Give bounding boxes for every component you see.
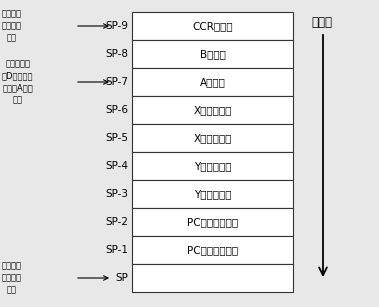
- Text: 寄存器保
存前堆栈
指针: 寄存器保 存前堆栈 指针: [2, 262, 22, 294]
- Text: CCR寄存器: CCR寄存器: [192, 21, 233, 31]
- Text: PC返回地址高位: PC返回地址高位: [187, 217, 238, 227]
- Text: SP-1: SP-1: [105, 245, 128, 255]
- Text: SP-2: SP-2: [105, 217, 128, 227]
- Bar: [132, 152, 293, 180]
- Text: X寄存器高位: X寄存器高位: [193, 105, 232, 115]
- Text: SP: SP: [115, 273, 128, 283]
- Text: SP-6: SP-6: [105, 105, 128, 115]
- Text: B寄存器: B寄存器: [200, 49, 226, 59]
- Bar: [132, 264, 293, 292]
- Bar: [132, 68, 293, 96]
- Bar: [132, 124, 293, 152]
- Text: Y寄存器低位: Y寄存器低位: [194, 189, 231, 199]
- Bar: [132, 236, 293, 264]
- Text: 注意：堆栈
中D寄存器的
存放是A在高
地址: 注意：堆栈 中D寄存器的 存放是A在高 地址: [2, 60, 33, 104]
- Bar: [132, 40, 293, 68]
- Text: X寄存器低位: X寄存器低位: [193, 133, 232, 143]
- Bar: [132, 12, 293, 40]
- Text: SP-4: SP-4: [105, 161, 128, 171]
- Text: SP-9: SP-9: [105, 21, 128, 31]
- Bar: [132, 208, 293, 236]
- Text: 寄存器保
存后堆栈
指针: 寄存器保 存后堆栈 指针: [2, 10, 22, 42]
- Text: Y寄存器高位: Y寄存器高位: [194, 161, 231, 171]
- Text: PC返回地址低位: PC返回地址低位: [187, 245, 238, 255]
- Bar: [132, 96, 293, 124]
- Text: SP-8: SP-8: [105, 49, 128, 59]
- Bar: [132, 180, 293, 208]
- Text: SP-5: SP-5: [105, 133, 128, 143]
- Text: 低地址: 低地址: [311, 16, 332, 29]
- Text: A寄存器: A寄存器: [200, 77, 226, 87]
- Text: SP-3: SP-3: [105, 189, 128, 199]
- Text: SP-7: SP-7: [105, 77, 128, 87]
